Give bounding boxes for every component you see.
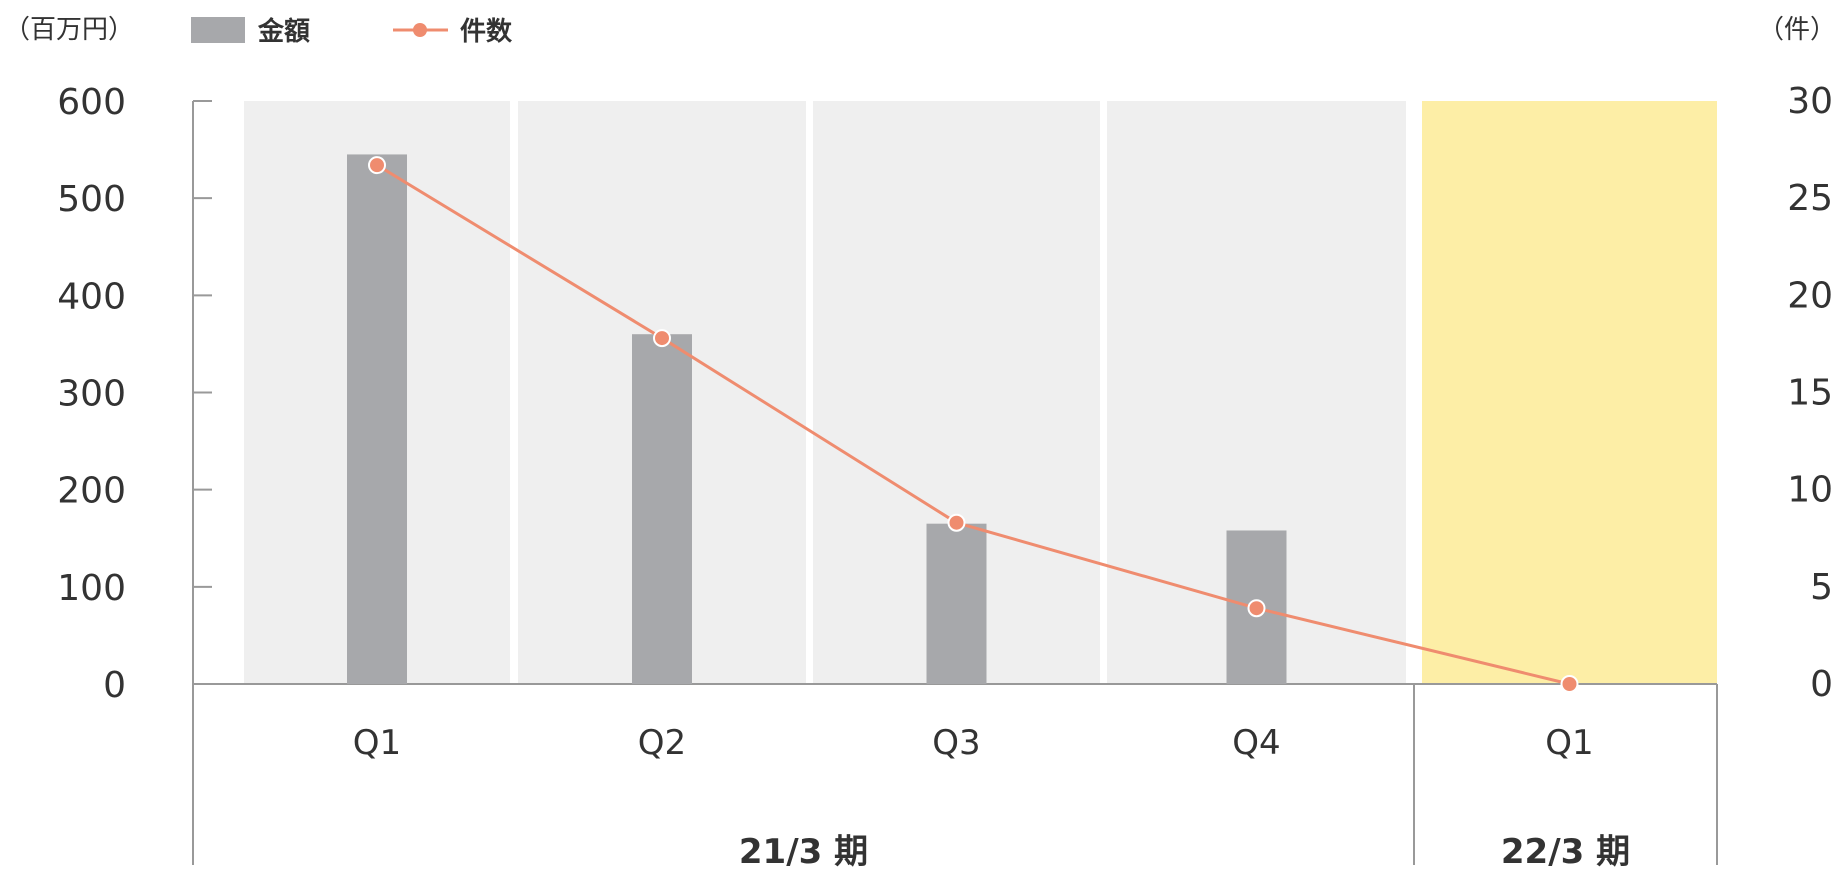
- count-point: [947, 513, 966, 532]
- y-right-tick-label: 20: [1787, 275, 1833, 316]
- y-left-unit-label: （百万円）: [4, 15, 134, 45]
- y-left-tick-label: 400: [57, 276, 126, 317]
- x-category-label: Q3: [932, 723, 980, 763]
- y-right-tick-label: 5: [1810, 567, 1833, 608]
- y-right-tick-label: 0: [1810, 664, 1833, 705]
- count-line: [368, 156, 1579, 693]
- y-right-tick-label: 30: [1787, 81, 1833, 122]
- y-left-tick-label: 300: [57, 374, 126, 415]
- legend-bar-swatch: [191, 17, 245, 43]
- y-left-tick-label: 500: [57, 179, 126, 220]
- x-category-label: Q2: [638, 723, 686, 763]
- count-point: [1247, 599, 1266, 618]
- bars: [347, 154, 1287, 685]
- legend-line-label: 件数: [460, 17, 513, 47]
- y-left-tick-label: 600: [57, 82, 126, 123]
- count-point: [1560, 675, 1579, 693]
- tick-labels: 0 100 200 300 400 500 600 0 5 10 15 20 25 30 Q1 Q2 Q3 Q4 Q…: [57, 81, 1833, 872]
- y-right-tick-label: 25: [1787, 178, 1833, 219]
- amount-bar: [347, 154, 407, 685]
- y-left-tick-label: 200: [57, 471, 126, 512]
- y-right-unit-label: （件）: [1758, 15, 1836, 45]
- legend-line-marker: [413, 23, 427, 37]
- legend: 金額 件数: [191, 16, 513, 47]
- y-left-tick-label: 0: [103, 665, 126, 706]
- x-group-label: 22/3 期: [1501, 832, 1630, 869]
- y-right-tick-label: 15: [1787, 373, 1833, 414]
- category-band: [1422, 101, 1717, 684]
- x-category-label: Q1: [353, 723, 401, 763]
- y-left-tick-label: 100: [57, 568, 126, 609]
- x-group-label: 21/3 期: [739, 832, 868, 869]
- legend-bar-label: 金額: [257, 16, 310, 47]
- y-right-tick-label: 10: [1787, 470, 1833, 511]
- count-point: [368, 156, 386, 175]
- count-point: [653, 329, 671, 348]
- x-category-label: Q1: [1545, 723, 1593, 763]
- amount-bar: [632, 334, 692, 684]
- x-category-label: Q4: [1232, 723, 1280, 763]
- amount-bar: [926, 523, 987, 684]
